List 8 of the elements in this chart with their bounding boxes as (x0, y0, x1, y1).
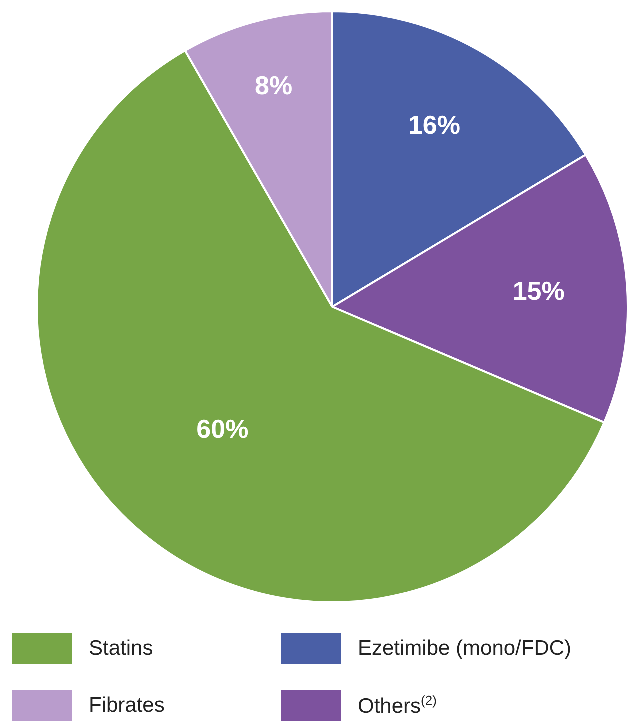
legend-label: Others$^{(2)}$ (358, 692, 437, 718)
data-label: 16% (408, 110, 460, 140)
legend-label: Ezetimibe (mono/FDC) (358, 636, 572, 660)
data-label: 60% (196, 414, 249, 444)
data-label: 15% (512, 276, 565, 306)
legend-label: Statins (89, 636, 154, 660)
data-label: 8% (255, 70, 293, 100)
legend-label: Fibrates (89, 694, 165, 718)
